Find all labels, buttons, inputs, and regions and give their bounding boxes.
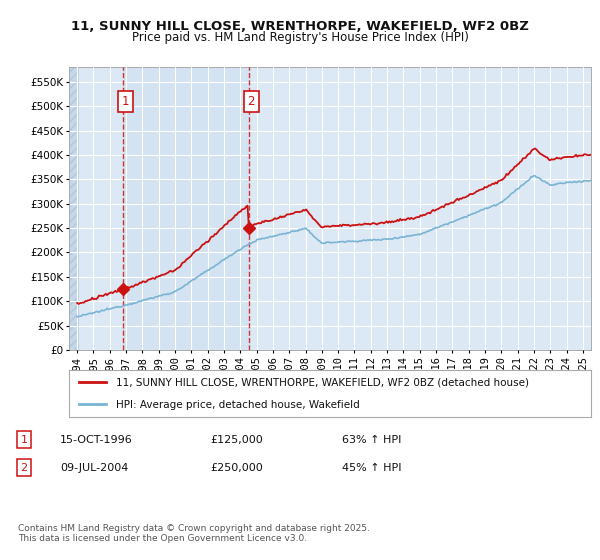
Text: 2: 2 (247, 95, 255, 108)
Text: Price paid vs. HM Land Registry's House Price Index (HPI): Price paid vs. HM Land Registry's House … (131, 31, 469, 44)
Bar (69, 67, 78, 350)
Text: £125,000: £125,000 (210, 435, 263, 445)
Text: 63% ↑ HPI: 63% ↑ HPI (342, 435, 401, 445)
Text: 1: 1 (20, 435, 28, 445)
Text: £250,000: £250,000 (210, 463, 263, 473)
Bar (122, 67, 249, 350)
Text: 11, SUNNY HILL CLOSE, WRENTHORPE, WAKEFIELD, WF2 0BZ: 11, SUNNY HILL CLOSE, WRENTHORPE, WAKEFI… (71, 20, 529, 32)
Text: 15-OCT-1996: 15-OCT-1996 (60, 435, 133, 445)
Text: Contains HM Land Registry data © Crown copyright and database right 2025.
This d: Contains HM Land Registry data © Crown c… (18, 524, 370, 543)
Text: 2: 2 (20, 463, 28, 473)
Text: 45% ↑ HPI: 45% ↑ HPI (342, 463, 401, 473)
Text: 1: 1 (121, 95, 129, 108)
Text: 09-JUL-2004: 09-JUL-2004 (60, 463, 128, 473)
Text: 11, SUNNY HILL CLOSE, WRENTHORPE, WAKEFIELD, WF2 0BZ (detached house): 11, SUNNY HILL CLOSE, WRENTHORPE, WAKEFI… (116, 378, 529, 388)
Text: HPI: Average price, detached house, Wakefield: HPI: Average price, detached house, Wake… (116, 400, 360, 410)
